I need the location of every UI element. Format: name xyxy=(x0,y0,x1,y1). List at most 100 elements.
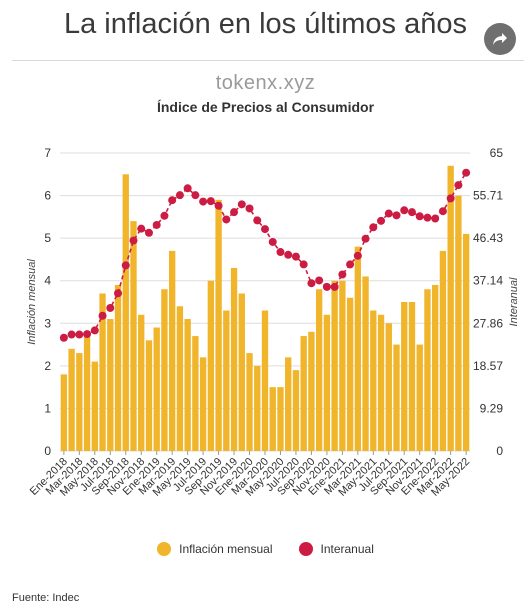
point-annual xyxy=(83,330,92,339)
page-title: La inflación en los últimos años xyxy=(63,8,467,40)
legend-marker-annual xyxy=(298,542,313,556)
point-annual xyxy=(353,251,362,260)
y-tick-right: 9.29 xyxy=(480,401,504,415)
point-annual xyxy=(137,224,146,233)
point-annual xyxy=(284,250,293,259)
bar-monthly xyxy=(207,280,215,451)
legend-marker-monthly xyxy=(157,542,172,556)
point-annual xyxy=(199,197,208,206)
y-tick-left: 3 xyxy=(44,316,51,330)
share-button[interactable] xyxy=(484,23,516,55)
y-tick-left: 7 xyxy=(44,146,51,160)
point-annual xyxy=(168,196,177,205)
bar-monthly xyxy=(300,336,307,451)
legend-item-monthly[interactable]: Inflación mensual xyxy=(157,542,273,556)
point-annual xyxy=(315,276,324,285)
point-annual xyxy=(230,208,239,217)
point-annual xyxy=(237,200,246,209)
bar-monthly xyxy=(269,387,276,451)
bar-monthly xyxy=(408,302,416,451)
y-tick-right: 27.86 xyxy=(473,316,503,330)
bar-monthly xyxy=(315,289,323,451)
point-annual xyxy=(392,211,401,220)
point-annual xyxy=(206,197,215,206)
bar-monthly xyxy=(261,310,269,451)
point-annual xyxy=(400,206,409,215)
bar-monthly xyxy=(339,280,346,451)
point-annual xyxy=(268,237,277,246)
bar-monthly xyxy=(362,276,369,451)
y-tick-left: 0 xyxy=(44,444,51,458)
point-annual xyxy=(129,236,138,245)
point-annual xyxy=(377,216,386,225)
point-annual xyxy=(106,303,115,312)
point-annual xyxy=(330,282,339,291)
chart-title: Índice de Precios al Consumidor xyxy=(156,99,375,115)
bar-monthly xyxy=(138,314,145,451)
bar-monthly xyxy=(331,280,338,451)
bar-monthly xyxy=(323,314,331,451)
bar-monthly xyxy=(285,357,292,451)
bar-monthly xyxy=(447,165,454,451)
bar-monthly xyxy=(76,353,83,451)
point-annual xyxy=(407,208,416,217)
bar-monthly xyxy=(161,289,168,451)
bar-monthly xyxy=(377,314,385,451)
title-divider xyxy=(12,60,524,61)
y-tick-left: 2 xyxy=(44,359,51,373)
share-icon xyxy=(493,33,507,45)
y-tick-right: 37.14 xyxy=(473,274,503,288)
point-annual xyxy=(384,209,393,218)
bar-monthly xyxy=(416,344,423,451)
point-annual xyxy=(114,289,123,298)
bar-monthly xyxy=(168,250,176,451)
point-annual xyxy=(322,282,331,291)
point-annual xyxy=(59,333,68,342)
bar-monthly xyxy=(153,327,160,451)
bar-monthly xyxy=(246,353,253,451)
bar-monthly xyxy=(83,336,91,451)
bar-monthly xyxy=(184,319,191,451)
point-annual xyxy=(214,201,223,210)
bar-monthly xyxy=(401,302,408,451)
point-annual xyxy=(253,216,262,225)
point-annual xyxy=(144,228,153,237)
bar-monthly xyxy=(385,323,392,451)
point-annual xyxy=(191,191,200,200)
bar-monthly xyxy=(107,319,114,451)
bar-monthly xyxy=(130,221,137,451)
legend-label-monthly: Inflación mensual xyxy=(179,542,273,556)
y-tick-right: 46.43 xyxy=(473,231,503,245)
bar-monthly xyxy=(99,293,106,451)
point-annual xyxy=(438,207,447,216)
point-annual xyxy=(222,215,231,224)
legend-item-annual[interactable]: Interanual xyxy=(298,542,374,556)
chart: 0 1 2 3 4 5 6 7 0 9.29 18.57 27.86 37.14 46.43 55.71 65… xyxy=(26,146,520,499)
point-annual xyxy=(369,223,378,232)
bar-monthly xyxy=(215,199,222,451)
point-annual xyxy=(299,260,308,269)
bar-monthly xyxy=(238,293,245,451)
bar-monthly xyxy=(393,344,400,451)
point-annual xyxy=(338,270,347,279)
y-axis-label-right: Interanual xyxy=(508,277,520,326)
y-tick-left: 6 xyxy=(44,189,51,203)
bar-monthly xyxy=(230,267,238,451)
point-annual xyxy=(261,225,269,234)
y-tick-right: 55.71 xyxy=(473,189,503,203)
legend-label-annual: Interanual xyxy=(320,542,374,556)
point-annual xyxy=(361,234,370,243)
bar-monthly xyxy=(424,289,431,451)
point-annual xyxy=(121,261,130,270)
point-annual xyxy=(454,181,463,190)
point-annual xyxy=(431,214,440,223)
y-tick-right: 18.57 xyxy=(473,359,503,373)
point-annual xyxy=(152,220,161,229)
y-tick-left: 4 xyxy=(44,274,51,288)
y-axis-label-left: Inflación mensual xyxy=(26,259,38,345)
y-tick-right: 0 xyxy=(496,444,503,458)
bar-monthly xyxy=(370,310,377,451)
y-tick-left: 1 xyxy=(44,401,51,415)
bar-monthly xyxy=(439,250,447,451)
point-annual xyxy=(276,248,285,257)
